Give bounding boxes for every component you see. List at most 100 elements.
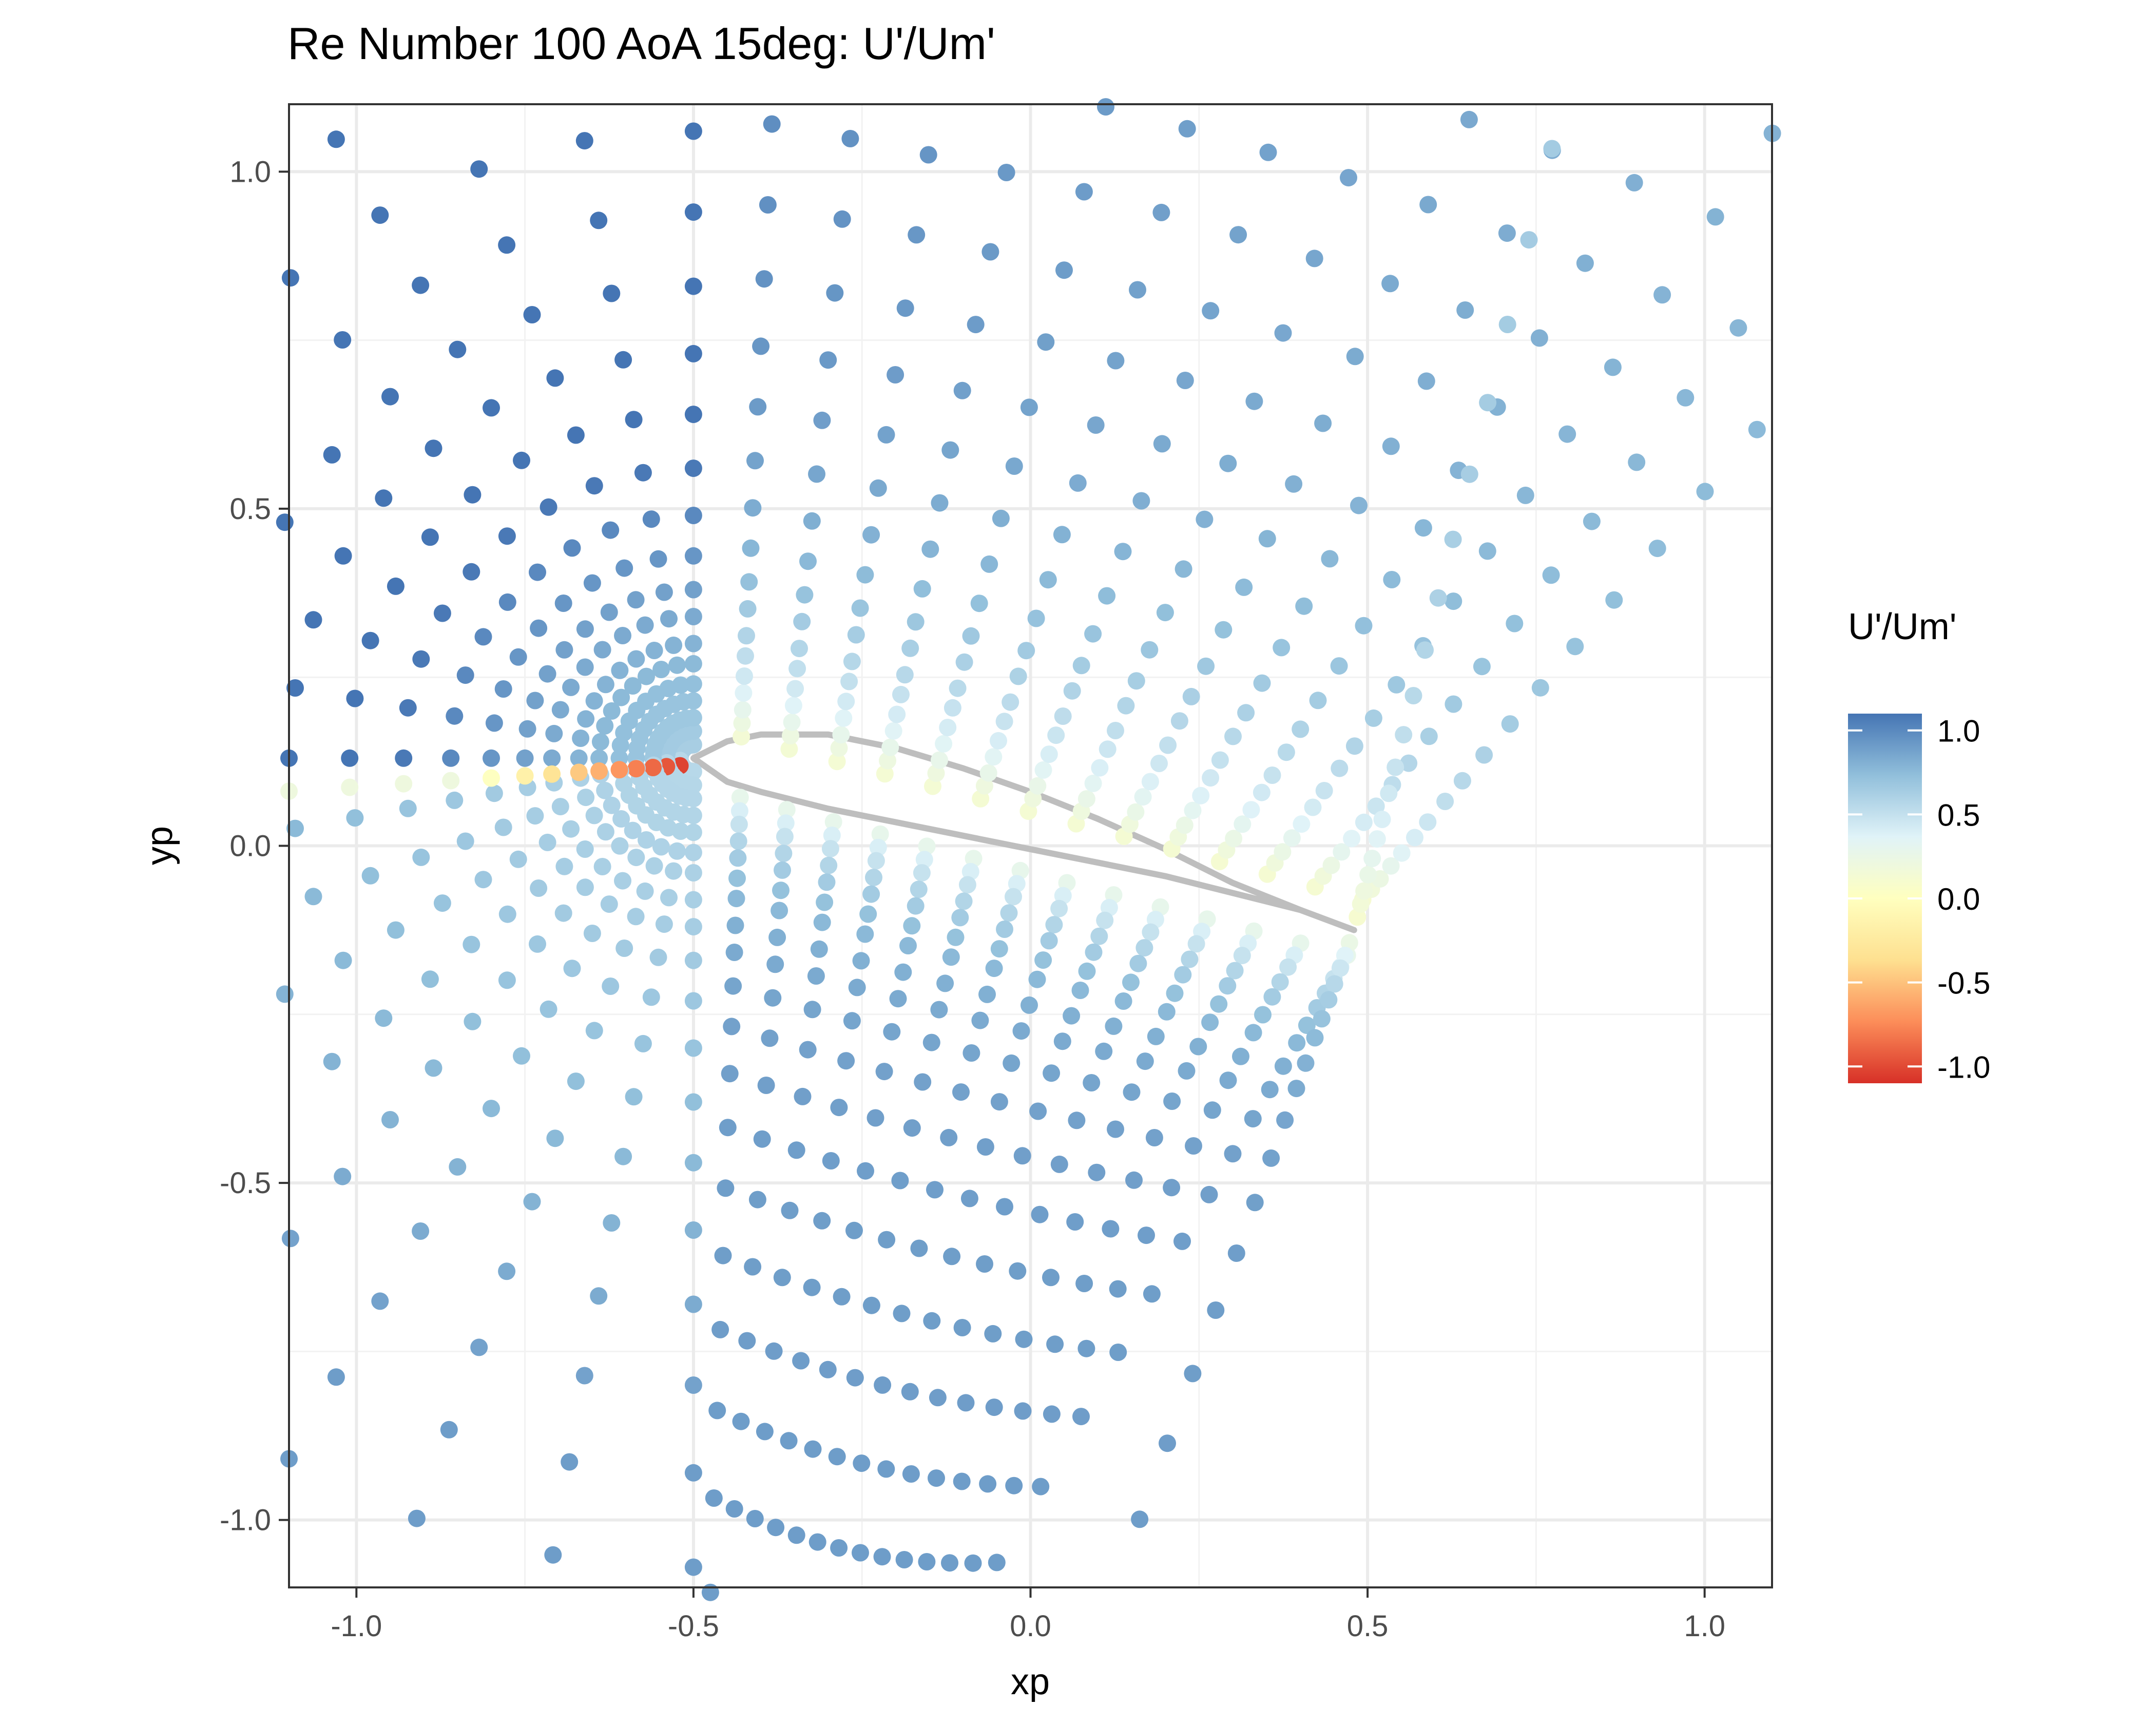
data-point (1114, 543, 1132, 561)
data-point (1202, 769, 1220, 787)
data-point (828, 1448, 846, 1466)
data-point (1072, 1408, 1090, 1426)
data-point (888, 705, 906, 723)
data-point (1242, 801, 1260, 819)
data-point (1147, 1027, 1165, 1045)
data-point (955, 653, 973, 671)
data-point (856, 566, 874, 584)
data-point (1419, 196, 1437, 214)
colorbar-tick-label: -0.5 (1937, 966, 1990, 1001)
data-point (485, 784, 503, 802)
data-point (1388, 676, 1406, 694)
data-point (1330, 657, 1348, 675)
data-point (928, 1469, 945, 1487)
data-point (877, 426, 895, 444)
data-point (546, 369, 564, 387)
data-point (551, 798, 569, 816)
data-point (625, 1088, 643, 1106)
data-point (399, 699, 417, 717)
data-point (961, 862, 979, 880)
data-point (1304, 798, 1322, 816)
data-point (1215, 621, 1233, 639)
data-point (544, 1546, 562, 1564)
data-point (721, 1065, 739, 1083)
data-point (590, 749, 608, 767)
data-point (1003, 1054, 1021, 1072)
data-point (947, 928, 965, 946)
data-point (660, 889, 678, 907)
data-point (730, 815, 748, 833)
data-point (1263, 766, 1281, 784)
data-point (1381, 275, 1399, 293)
data-point (551, 701, 569, 719)
data-point (1083, 1074, 1101, 1091)
data-point (1543, 140, 1561, 158)
data-point (456, 666, 474, 684)
data-point (931, 494, 949, 512)
data-point (1131, 1510, 1149, 1528)
data-point (665, 636, 683, 654)
data-point (446, 707, 464, 725)
data-point (1159, 1434, 1176, 1452)
data-point (1320, 991, 1338, 1009)
data-point (1196, 510, 1214, 528)
data-point (684, 675, 702, 693)
data-point (1020, 398, 1038, 416)
data-point (526, 692, 544, 710)
data-point (1530, 329, 1548, 347)
data-point (740, 573, 758, 591)
data-point (1363, 850, 1381, 868)
y-tick-label: 0.5 (229, 492, 271, 526)
data-point (1012, 1022, 1030, 1040)
data-point (1178, 1062, 1196, 1080)
data-point (596, 823, 614, 841)
data-point (1029, 777, 1047, 795)
data-point (1174, 966, 1192, 984)
data-point (1091, 759, 1109, 777)
data-point (1117, 697, 1135, 715)
data-point (780, 740, 798, 758)
data-point (778, 801, 796, 819)
data-point (1181, 950, 1199, 968)
data-point (395, 775, 413, 793)
data-point (530, 619, 548, 637)
data-point (1099, 740, 1116, 758)
data-point (1279, 958, 1297, 976)
data-point (1460, 465, 1478, 483)
data-point (803, 1001, 821, 1019)
data-point (1393, 844, 1411, 862)
data-point (563, 960, 581, 977)
data-point (596, 781, 614, 799)
data-point (346, 809, 364, 827)
data-point (543, 749, 561, 767)
data-point (1232, 1047, 1249, 1065)
data-point (784, 697, 802, 715)
data-point (766, 955, 784, 973)
data-point (1445, 695, 1462, 713)
data-point (941, 441, 959, 459)
data-point (665, 862, 683, 880)
data-point (997, 164, 1015, 181)
data-point (990, 940, 1008, 958)
data-point (818, 873, 836, 891)
data-point (1042, 1269, 1060, 1287)
x-tick-label: 1.0 (1684, 1609, 1725, 1643)
colorbar-tick-label: 1.0 (1937, 714, 1980, 749)
data-point (1345, 737, 1363, 755)
data-point (824, 813, 842, 831)
data-point (684, 406, 702, 424)
data-point (638, 831, 655, 849)
data-point (1558, 425, 1576, 443)
data-point (304, 611, 322, 629)
data-point (610, 761, 628, 779)
data-point (965, 850, 983, 868)
data-point (304, 888, 322, 906)
data-point (1274, 1057, 1292, 1075)
data-point (1444, 530, 1462, 548)
data-point (1224, 727, 1242, 745)
data-point (1145, 1129, 1163, 1146)
data-point (819, 1360, 837, 1378)
data-point (985, 1398, 1003, 1416)
data-point (1014, 1402, 1032, 1420)
data-point (590, 762, 608, 780)
